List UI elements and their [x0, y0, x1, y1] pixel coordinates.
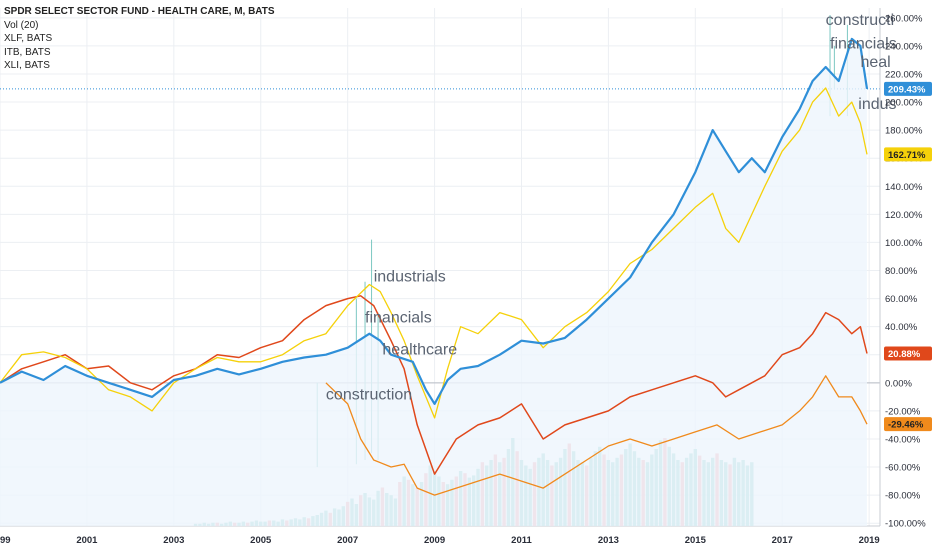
y-tick-label: -80.00% — [885, 491, 921, 502]
y-tick-label: 100.00% — [885, 238, 923, 249]
financials-last-value: 20.88% — [888, 349, 921, 360]
annotation-label: financials — [830, 36, 897, 53]
x-tick-label: 2015 — [685, 535, 707, 546]
y-tick-label: 180.00% — [885, 126, 923, 137]
x-tick-label: 2001 — [76, 535, 98, 546]
industrials-line — [0, 87, 868, 419]
x-tick-label: 1999 — [0, 535, 11, 546]
y-tick-label: 260.00% — [885, 13, 923, 24]
healthcare-line — [0, 37, 869, 405]
x-tick-label: 2011 — [511, 535, 532, 546]
x-tick-label: 2007 — [337, 535, 358, 546]
financials-line — [0, 295, 868, 475]
x-tick-label: 2009 — [424, 535, 445, 546]
construction-last-badge — [884, 417, 932, 432]
annotation-label: financials — [365, 309, 432, 326]
healthcare-area — [0, 38, 867, 526]
legend-title[interactable]: SPDR SELECT SECTOR FUND - HEALTH CARE, M… — [4, 6, 275, 17]
y-tick-label: -40.00% — [885, 434, 921, 445]
y-tick-label: 200.00% — [885, 98, 923, 109]
x-axis: 1999 2001 2003 2005 2007 2009 2011 2013 2015 2017… — [0, 535, 880, 546]
industrials-last-badge — [884, 147, 932, 162]
y-tick-label: -60.00% — [885, 463, 921, 474]
annotation-label: constructi — [826, 12, 894, 29]
legend-itb[interactable]: ITB, BATS — [4, 46, 51, 58]
y-tick-label: 0.00% — [885, 378, 912, 389]
last-value-labels: 209.43% 162.71% 20.88% -29.46% — [884, 81, 932, 432]
y-tick-label: -20.00% — [885, 406, 921, 417]
y-tick-label: 60.00% — [885, 294, 918, 305]
y-tick-label: 220.00% — [885, 69, 923, 80]
chart-legend: SPDR SELECT SECTOR FUND - HEALTH CARE, M… — [4, 5, 275, 73]
x-tick-label: 2013 — [598, 535, 619, 546]
annotation-label: healthcare — [382, 342, 457, 359]
y-tick-label: 240.00% — [885, 41, 923, 52]
financials-last-badge — [884, 346, 932, 361]
series-lines — [0, 37, 869, 496]
annotation-label: construction — [326, 387, 412, 404]
x-tick-label: 2017 — [772, 535, 793, 546]
annotation-label: indus — [858, 96, 896, 113]
annotations: industrials financials healthcare construct… — [326, 12, 897, 404]
annotation-label: industrials — [374, 269, 446, 286]
y-tick-label: 140.00% — [885, 182, 923, 193]
construction-line — [325, 375, 868, 496]
legend-volume[interactable]: Vol (20) — [4, 19, 39, 31]
y-tick-label: 80.00% — [885, 266, 918, 277]
y-tick-label: -100.00% — [885, 519, 926, 530]
industrials-last-value: 162.71% — [888, 150, 926, 161]
y-tick-label: 40.00% — [885, 322, 918, 333]
healthcare-last-value: 209.43% — [888, 84, 926, 95]
area-fills — [0, 38, 867, 526]
healthcare-last-badge — [884, 81, 932, 96]
legend-xli[interactable]: XLI, BATS — [4, 60, 50, 71]
legend-xlf[interactable]: XLF, BATS — [4, 33, 53, 44]
x-tick-label: 2019 — [859, 535, 880, 546]
x-tick-label: 2003 — [163, 535, 184, 546]
x-tick-label: 2005 — [250, 535, 272, 546]
annotation-label: heal — [860, 54, 890, 71]
y-tick-label: 120.00% — [885, 210, 923, 221]
construction-last-value: -29.46% — [888, 420, 924, 431]
